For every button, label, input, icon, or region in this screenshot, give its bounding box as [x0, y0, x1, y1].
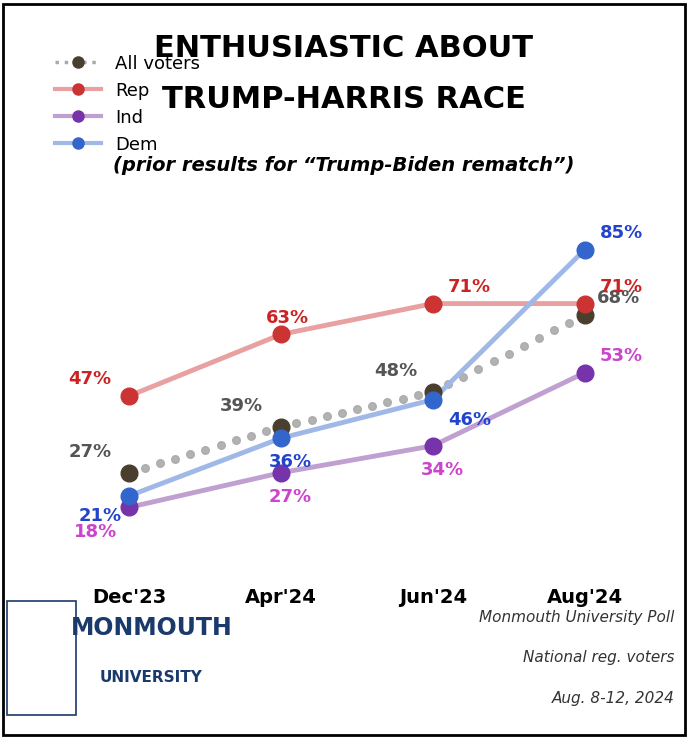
Text: 39%: 39%: [220, 397, 263, 415]
Text: ENTHUSIASTIC ABOUT: ENTHUSIASTIC ABOUT: [155, 33, 533, 63]
Text: 36%: 36%: [269, 454, 312, 471]
Text: 34%: 34%: [421, 461, 464, 479]
Text: 27%: 27%: [68, 443, 111, 461]
Text: 63%: 63%: [266, 309, 309, 327]
Text: 46%: 46%: [448, 411, 491, 429]
Text: 71%: 71%: [448, 278, 491, 296]
Text: 68%: 68%: [596, 290, 640, 307]
Text: 85%: 85%: [600, 224, 643, 242]
Text: 27%: 27%: [269, 488, 312, 506]
Text: UNIVERSITY: UNIVERSITY: [100, 670, 203, 685]
Text: 47%: 47%: [68, 370, 111, 388]
Text: 18%: 18%: [74, 522, 118, 541]
Text: 53%: 53%: [600, 347, 643, 365]
Text: 71%: 71%: [600, 278, 643, 296]
Text: Monmouth University Poll: Monmouth University Poll: [479, 610, 674, 624]
Text: (prior results for “Trump-Biden rematch”): (prior results for “Trump-Biden rematch”…: [114, 156, 574, 174]
Legend: All voters, Rep, Ind, Dem: All voters, Rep, Ind, Dem: [48, 47, 207, 161]
Text: Aug. 8-12, 2024: Aug. 8-12, 2024: [551, 691, 674, 706]
Text: TRUMP-HARRIS RACE: TRUMP-HARRIS RACE: [162, 86, 526, 115]
Text: MONMOUTH: MONMOUTH: [70, 616, 233, 641]
Text: 48%: 48%: [374, 362, 418, 381]
Text: National reg. voters: National reg. voters: [523, 650, 674, 665]
Text: 21%: 21%: [78, 507, 122, 525]
